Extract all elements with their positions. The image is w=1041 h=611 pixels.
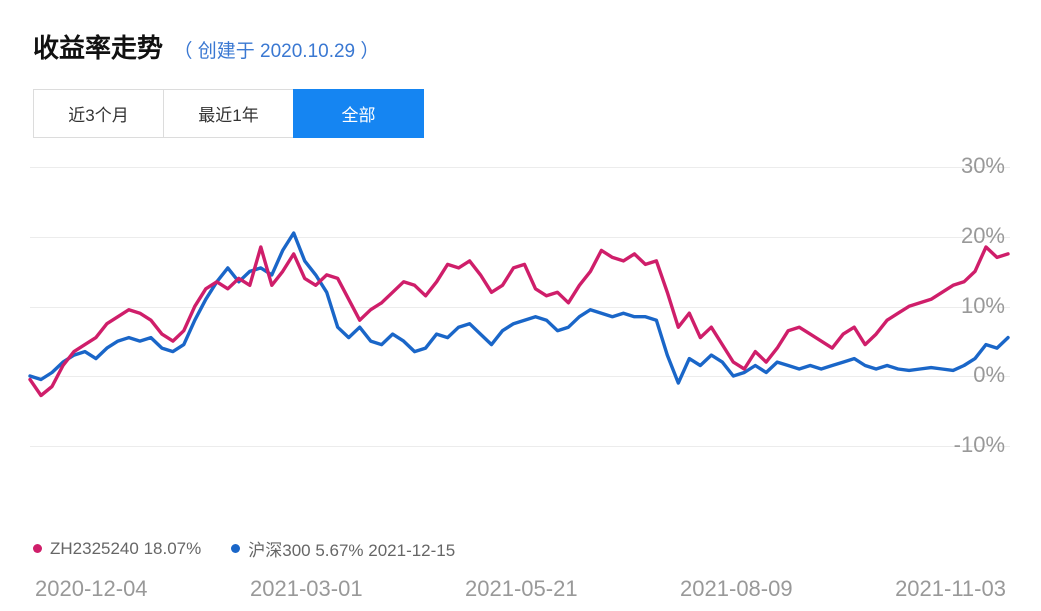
y-tick-0: 0% (973, 361, 1005, 387)
gridline-30 (30, 167, 1010, 168)
gridline-0 (30, 376, 1010, 377)
tab-all[interactable]: 全部 (293, 89, 424, 138)
legend-label-benchmark: 沪深300 5.67% 2021-12-15 (248, 541, 456, 560)
x-tick-4: 2021-08-09 (680, 576, 793, 601)
x-tick-1: 2020-12-04 (35, 576, 148, 601)
range-tabs: 近3个月 最近1年 全部 (33, 89, 424, 138)
gridline-10 (30, 307, 1010, 308)
y-tick-20: 20% (960, 222, 1005, 248)
gridline-neg10 (30, 446, 1010, 447)
portfolio-series-dot-icon (33, 544, 42, 553)
tab-recent-1-year[interactable]: 最近1年 (163, 89, 294, 138)
y-tick-30: 30% (960, 152, 1005, 178)
page-title: 收益率走势 (33, 33, 164, 63)
gridline-20 (30, 237, 1010, 238)
y-tick-neg10: -10% (953, 431, 1005, 457)
legend-item-benchmark: 沪深300 5.67% 2021-12-15 (231, 536, 455, 561)
legend-item-portfolio: ZH2325240 18.07% (33, 539, 201, 559)
header: 收益率走势 （ 创建于 2020.10.29 ） (33, 28, 379, 65)
x-axis-labels: 2020-12-04 2021-03-01 2021-05-21 2021-08… (35, 576, 1006, 602)
x-tick-2: 2021-03-01 (250, 576, 363, 601)
x-tick-5: 2021-11-03 (895, 576, 1006, 601)
x-tick-3: 2021-05-21 (465, 576, 578, 601)
created-date-label: （ 创建于 2020.10.29 ） (173, 41, 380, 62)
y-tick-10: 10% (960, 292, 1005, 318)
chart-legend: ZH2325240 18.07% 沪深300 5.67% 2021-12-15 (33, 536, 455, 561)
legend-label-portfolio: ZH2325240 18.07% (50, 538, 202, 558)
benchmark-series-dot-icon (231, 544, 241, 553)
tab-recent-3-months[interactable]: 近3个月 (33, 89, 164, 138)
